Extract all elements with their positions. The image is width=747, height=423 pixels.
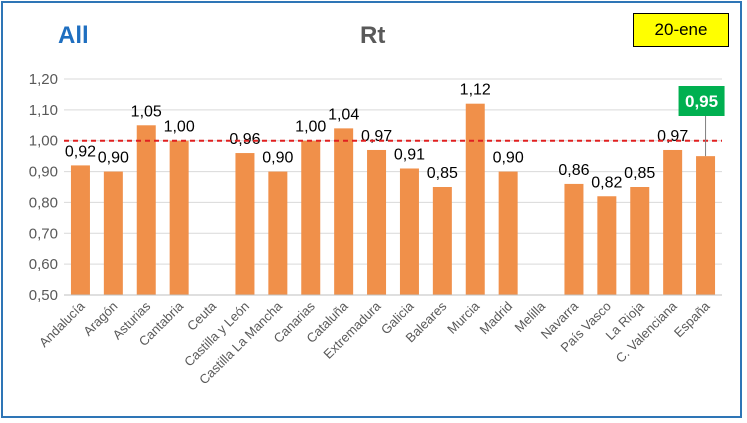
data-label: 0,82 [591,174,622,191]
data-label: 0,90 [98,150,129,167]
bar [268,171,288,295]
data-label: 0,90 [262,150,293,167]
bar [498,171,518,295]
bar [465,103,485,295]
y-tick-label: 1,10 [29,102,58,119]
data-label: 0,90 [493,150,524,167]
y-tick-label: 0,60 [29,256,58,273]
y-tick-label: 0,70 [29,225,58,242]
data-label: 0,97 [361,128,392,145]
data-label: 0,85 [624,165,655,182]
data-label: 1,00 [295,119,326,136]
chart-left-title: All [58,22,89,49]
category-label: Madrid [477,299,516,338]
category-label: España [671,298,713,340]
bar [103,171,123,295]
data-label: 1,04 [328,106,359,123]
bar [70,165,90,295]
data-label: 1,12 [460,82,491,99]
data-label: 0,91 [394,146,425,163]
bar [367,149,387,295]
bar [334,128,354,295]
data-label: 0,97 [657,128,688,145]
y-tick-label: 0,80 [29,194,58,211]
data-label: 0,96 [229,131,260,148]
highlight-data-label: 0,95 [685,92,718,111]
data-label: 1,00 [164,119,195,136]
bar [136,125,156,296]
y-tick-label: 0,50 [29,287,58,304]
data-label: 1,05 [131,103,162,120]
category-label: Murcia [444,298,483,337]
bar [663,149,683,295]
date-badge: 20-ene [633,13,729,47]
bar [169,140,189,295]
bar [301,140,321,295]
bar [696,156,716,295]
data-label: 0,92 [65,143,96,160]
y-tick-label: 1,20 [29,71,58,88]
bar [597,196,617,295]
bar [564,183,584,295]
category-label: Andalucía [36,298,88,350]
y-tick-label: 0,90 [29,164,58,181]
y-tick-label: 1,00 [29,133,58,150]
bar [432,187,452,295]
bar [630,187,650,295]
data-label: 0,86 [558,162,589,179]
bar [399,168,419,295]
data-label: 0,85 [427,165,458,182]
bar [235,153,255,295]
chart-title: Rt [360,22,386,49]
highlight-label-box [678,86,725,116]
